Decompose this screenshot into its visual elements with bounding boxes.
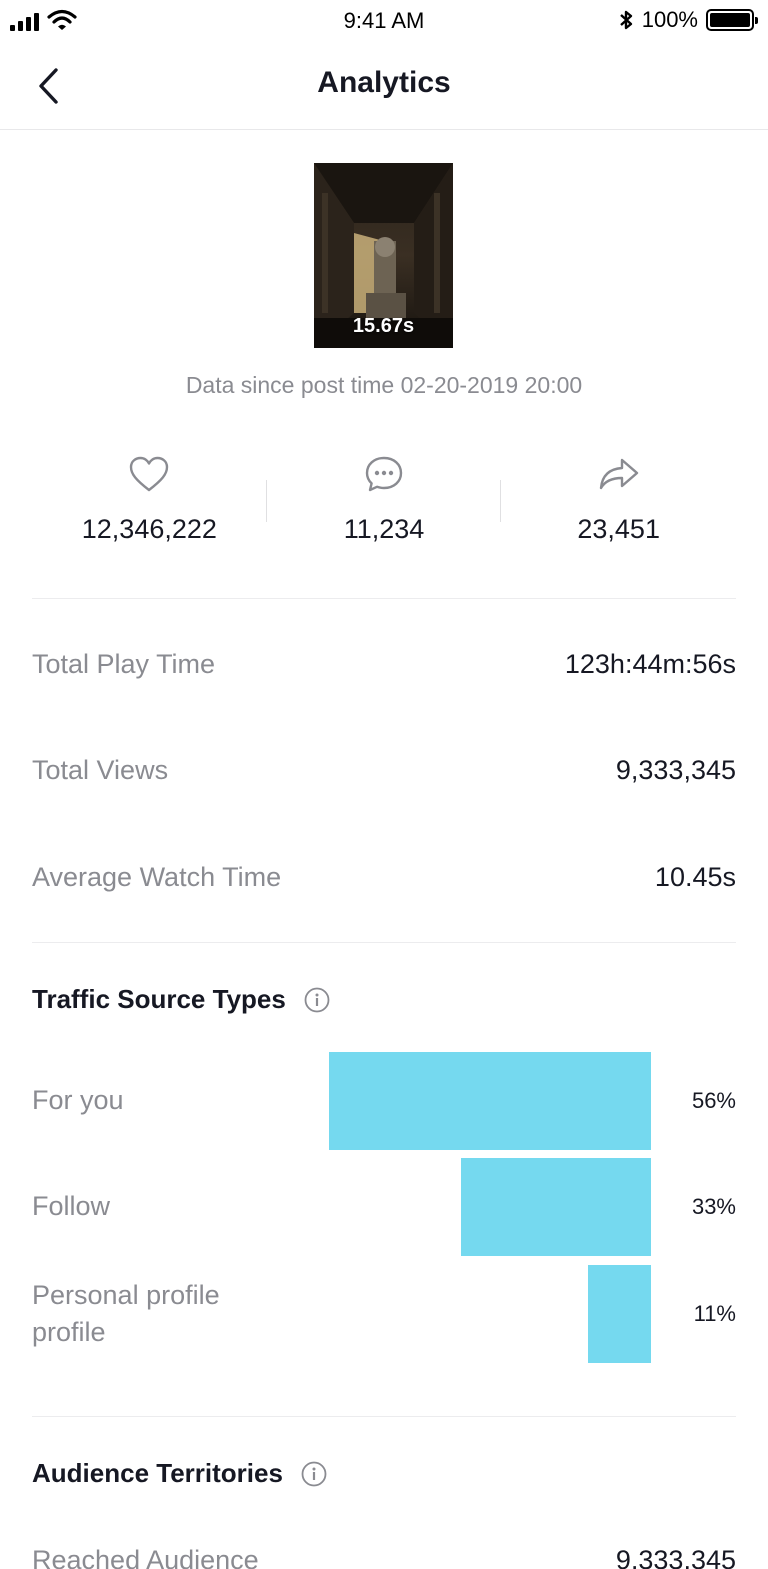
stat-divider [500, 480, 501, 522]
traffic-percent: 56% [691, 1088, 736, 1113]
traffic-bar [329, 1052, 651, 1150]
traffic-title-text: Traffic Source Types [32, 984, 286, 1014]
video-duration: 15.67s [352, 315, 415, 337]
battery-percent: 100% [641, 7, 698, 32]
engagement-stats: 12,346,222 11,234 23,451 [32, 450, 736, 560]
status-bar: 9:41 AM 100% [0, 0, 768, 42]
traffic-label: Follow [32, 1191, 111, 1221]
traffic-label: Personal profile profile [32, 1280, 220, 1347]
comments-stat: 11,234 [267, 450, 502, 560]
stat-divider [266, 480, 267, 522]
metric-total-views: Total Views 9,333,345 [32, 750, 736, 790]
traffic-percent: 11% [693, 1301, 736, 1326]
audience-title-text: Audience Territories [32, 1458, 283, 1488]
wifi-icon [47, 9, 77, 30]
video-thumbnail-image [314, 163, 453, 348]
metric-label: Total Play Time [32, 648, 216, 679]
audience-section-title: Audience Territories [32, 1458, 327, 1489]
status-left [10, 9, 77, 31]
share-icon [599, 458, 638, 490]
back-button[interactable] [26, 64, 70, 108]
metric-value: 9,333,345 [615, 754, 736, 785]
status-time: 9:41 AM [343, 8, 425, 33]
page-title: Analytics [317, 66, 451, 99]
reached-audience-value: 9,333,345 [615, 1544, 736, 1569]
shares-count: 23,451 [577, 514, 660, 544]
status-right: 100% [618, 7, 758, 33]
shares-stat: 23,451 [501, 450, 736, 560]
comment-icon [365, 456, 403, 492]
likes-stat: 12,346,222 [32, 450, 267, 560]
info-icon[interactable] [301, 1461, 327, 1487]
data-since-text: Data since post time 02-20-2019 20:00 [185, 372, 583, 398]
traffic-percent: 33% [691, 1194, 736, 1219]
battery-icon [706, 9, 758, 31]
comments-count: 11,234 [343, 514, 425, 544]
nav-bar: Analytics [0, 42, 768, 130]
traffic-bar [461, 1158, 651, 1256]
divider [32, 598, 736, 599]
bluetooth-icon [619, 10, 632, 30]
heart-icon [130, 456, 169, 492]
reached-audience-label: Reached Audience [32, 1544, 259, 1569]
traffic-label: For you [32, 1085, 124, 1115]
likes-count: 12,346,222 [81, 514, 217, 544]
metric-label: Total Views [32, 754, 169, 785]
metric-label: Average Watch Time [32, 861, 282, 892]
signal-icon [10, 13, 39, 31]
traffic-bar [588, 1265, 651, 1363]
divider [32, 1416, 736, 1417]
metric-total-play-time: Total Play Time 123h:44m:56s [32, 644, 736, 684]
traffic-section-title: Traffic Source Types [32, 984, 330, 1015]
divider [32, 942, 736, 943]
chevron-left-icon [39, 68, 58, 104]
video-thumbnail[interactable]: 15.67s [314, 163, 453, 348]
metric-average-watch-time: Average Watch Time 10.45s [32, 857, 736, 897]
metric-value: 10.45s [654, 861, 736, 892]
metric-value: 123h:44m:56s [564, 648, 736, 679]
info-icon[interactable] [304, 987, 330, 1013]
reached-audience-row: Reached Audience 9,333,345 [32, 1540, 736, 1569]
